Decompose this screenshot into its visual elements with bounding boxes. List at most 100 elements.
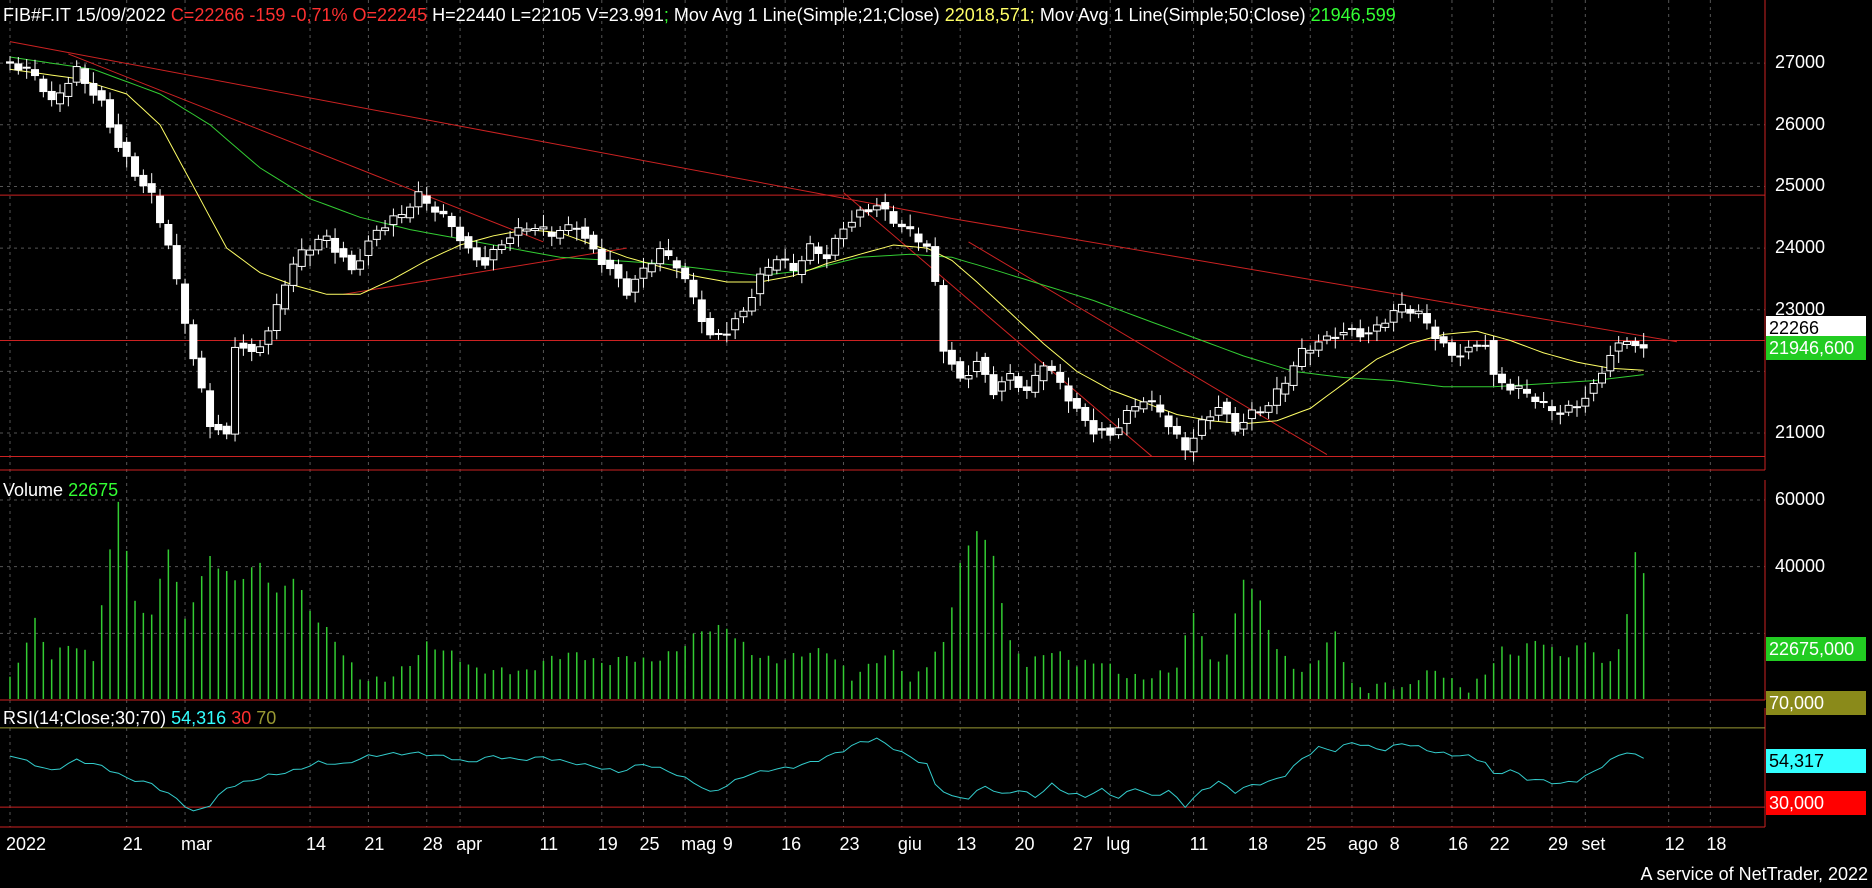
candle-down	[1072, 398, 1081, 409]
trendline	[843, 192, 1153, 457]
candle-down	[989, 374, 998, 396]
candle-up	[647, 263, 656, 273]
candle-down	[89, 82, 98, 96]
candle-down	[172, 245, 181, 280]
candle-up	[731, 318, 740, 331]
candle-down	[39, 78, 48, 93]
candle-down	[697, 299, 706, 323]
candle-up	[72, 66, 81, 83]
candle-down	[939, 285, 948, 352]
candle-down	[672, 260, 681, 269]
volume-tick-label: 40000	[1775, 555, 1826, 576]
candle-down	[1406, 309, 1415, 314]
candle-down	[1489, 340, 1498, 375]
candle-down	[106, 99, 115, 128]
candle-down	[1222, 401, 1231, 415]
candle-down	[164, 224, 173, 246]
candle-down	[1506, 383, 1515, 391]
candle-down	[1556, 412, 1565, 415]
candle-down	[572, 227, 581, 230]
candle-up	[364, 240, 373, 256]
candle-down	[881, 202, 890, 210]
candle-down	[1347, 327, 1356, 330]
candle-up	[872, 205, 881, 211]
candle-down	[339, 248, 348, 258]
date-tick-label: set	[1581, 834, 1606, 854]
candle-up	[1581, 397, 1590, 407]
volume-tag: 22675,000	[1766, 637, 1866, 661]
candle-up	[522, 228, 531, 232]
candle-down	[1531, 396, 1540, 403]
candle-up	[831, 237, 840, 256]
candle-down	[922, 243, 931, 247]
candle-down	[1447, 342, 1456, 356]
date-tick-label: giu	[897, 834, 922, 854]
candle-up	[539, 226, 548, 230]
candle-up	[1189, 437, 1198, 453]
candle-up	[1564, 404, 1573, 413]
candle-down	[614, 264, 623, 279]
trendline	[951, 218, 1678, 343]
candle-up	[656, 248, 665, 265]
candle-up	[1314, 341, 1323, 351]
candle-down	[547, 231, 556, 237]
candle-up	[1247, 409, 1256, 420]
date-tick-label: 16	[781, 834, 802, 854]
ma50-line	[9, 56, 1644, 388]
open-value: O=22245	[352, 5, 428, 25]
volume-header: Volume 22675	[3, 480, 118, 501]
candle-down	[1439, 336, 1448, 344]
candle-up	[739, 310, 748, 318]
candle-down	[147, 183, 156, 193]
candle-up	[1006, 373, 1015, 381]
candle-down	[122, 141, 131, 157]
candle-down	[822, 254, 831, 260]
close-value: C=22266	[170, 5, 245, 25]
candle-up	[556, 230, 565, 239]
candle-down	[1089, 420, 1098, 435]
candle-down	[714, 332, 723, 335]
quote-date: 15/09/2022	[75, 5, 166, 25]
date-tick-label: 13	[956, 834, 977, 854]
price-tick-label: 27000	[1775, 52, 1826, 73]
candle-down	[6, 61, 14, 64]
candle-down	[1231, 413, 1240, 432]
date-tick-label: 29	[1547, 834, 1568, 854]
volume-value: 22675	[68, 480, 119, 500]
candle-down	[81, 68, 90, 84]
candle-up	[1397, 303, 1406, 313]
candle-up	[1281, 382, 1290, 395]
date-tick-label: 11	[539, 834, 559, 854]
candle-up	[497, 244, 506, 251]
rsi-series	[0, 727, 1765, 812]
candle-down	[114, 124, 123, 148]
candle-down	[22, 66, 31, 69]
candle-up	[1339, 331, 1348, 336]
candle-down	[222, 425, 231, 435]
candle-up	[256, 346, 265, 353]
grid-lines	[0, 0, 1765, 827]
date-tick-label: 18	[1247, 834, 1268, 854]
candle-up	[564, 224, 573, 231]
date-tick-label: 25	[639, 834, 660, 854]
candle-up	[1239, 421, 1248, 430]
date-tick-label: 28	[422, 834, 443, 854]
candle-up	[1131, 406, 1140, 412]
candle-up	[356, 260, 365, 270]
candle-down	[664, 250, 673, 257]
candle-up	[1606, 354, 1615, 372]
candle-down	[1522, 388, 1531, 394]
candle-up	[1389, 310, 1398, 323]
candle-down	[206, 390, 215, 428]
trendlines	[9, 41, 1678, 457]
candle-down	[606, 259, 615, 270]
candle-up	[1214, 406, 1223, 416]
candle-up	[372, 229, 381, 240]
candle-down	[481, 257, 490, 266]
candle-up	[264, 330, 273, 345]
candle-up	[631, 278, 640, 293]
candle-down	[1156, 404, 1165, 413]
candle-down	[897, 223, 906, 228]
date-tick-label: 14	[306, 834, 327, 854]
date-tick-label: mag	[681, 834, 717, 854]
